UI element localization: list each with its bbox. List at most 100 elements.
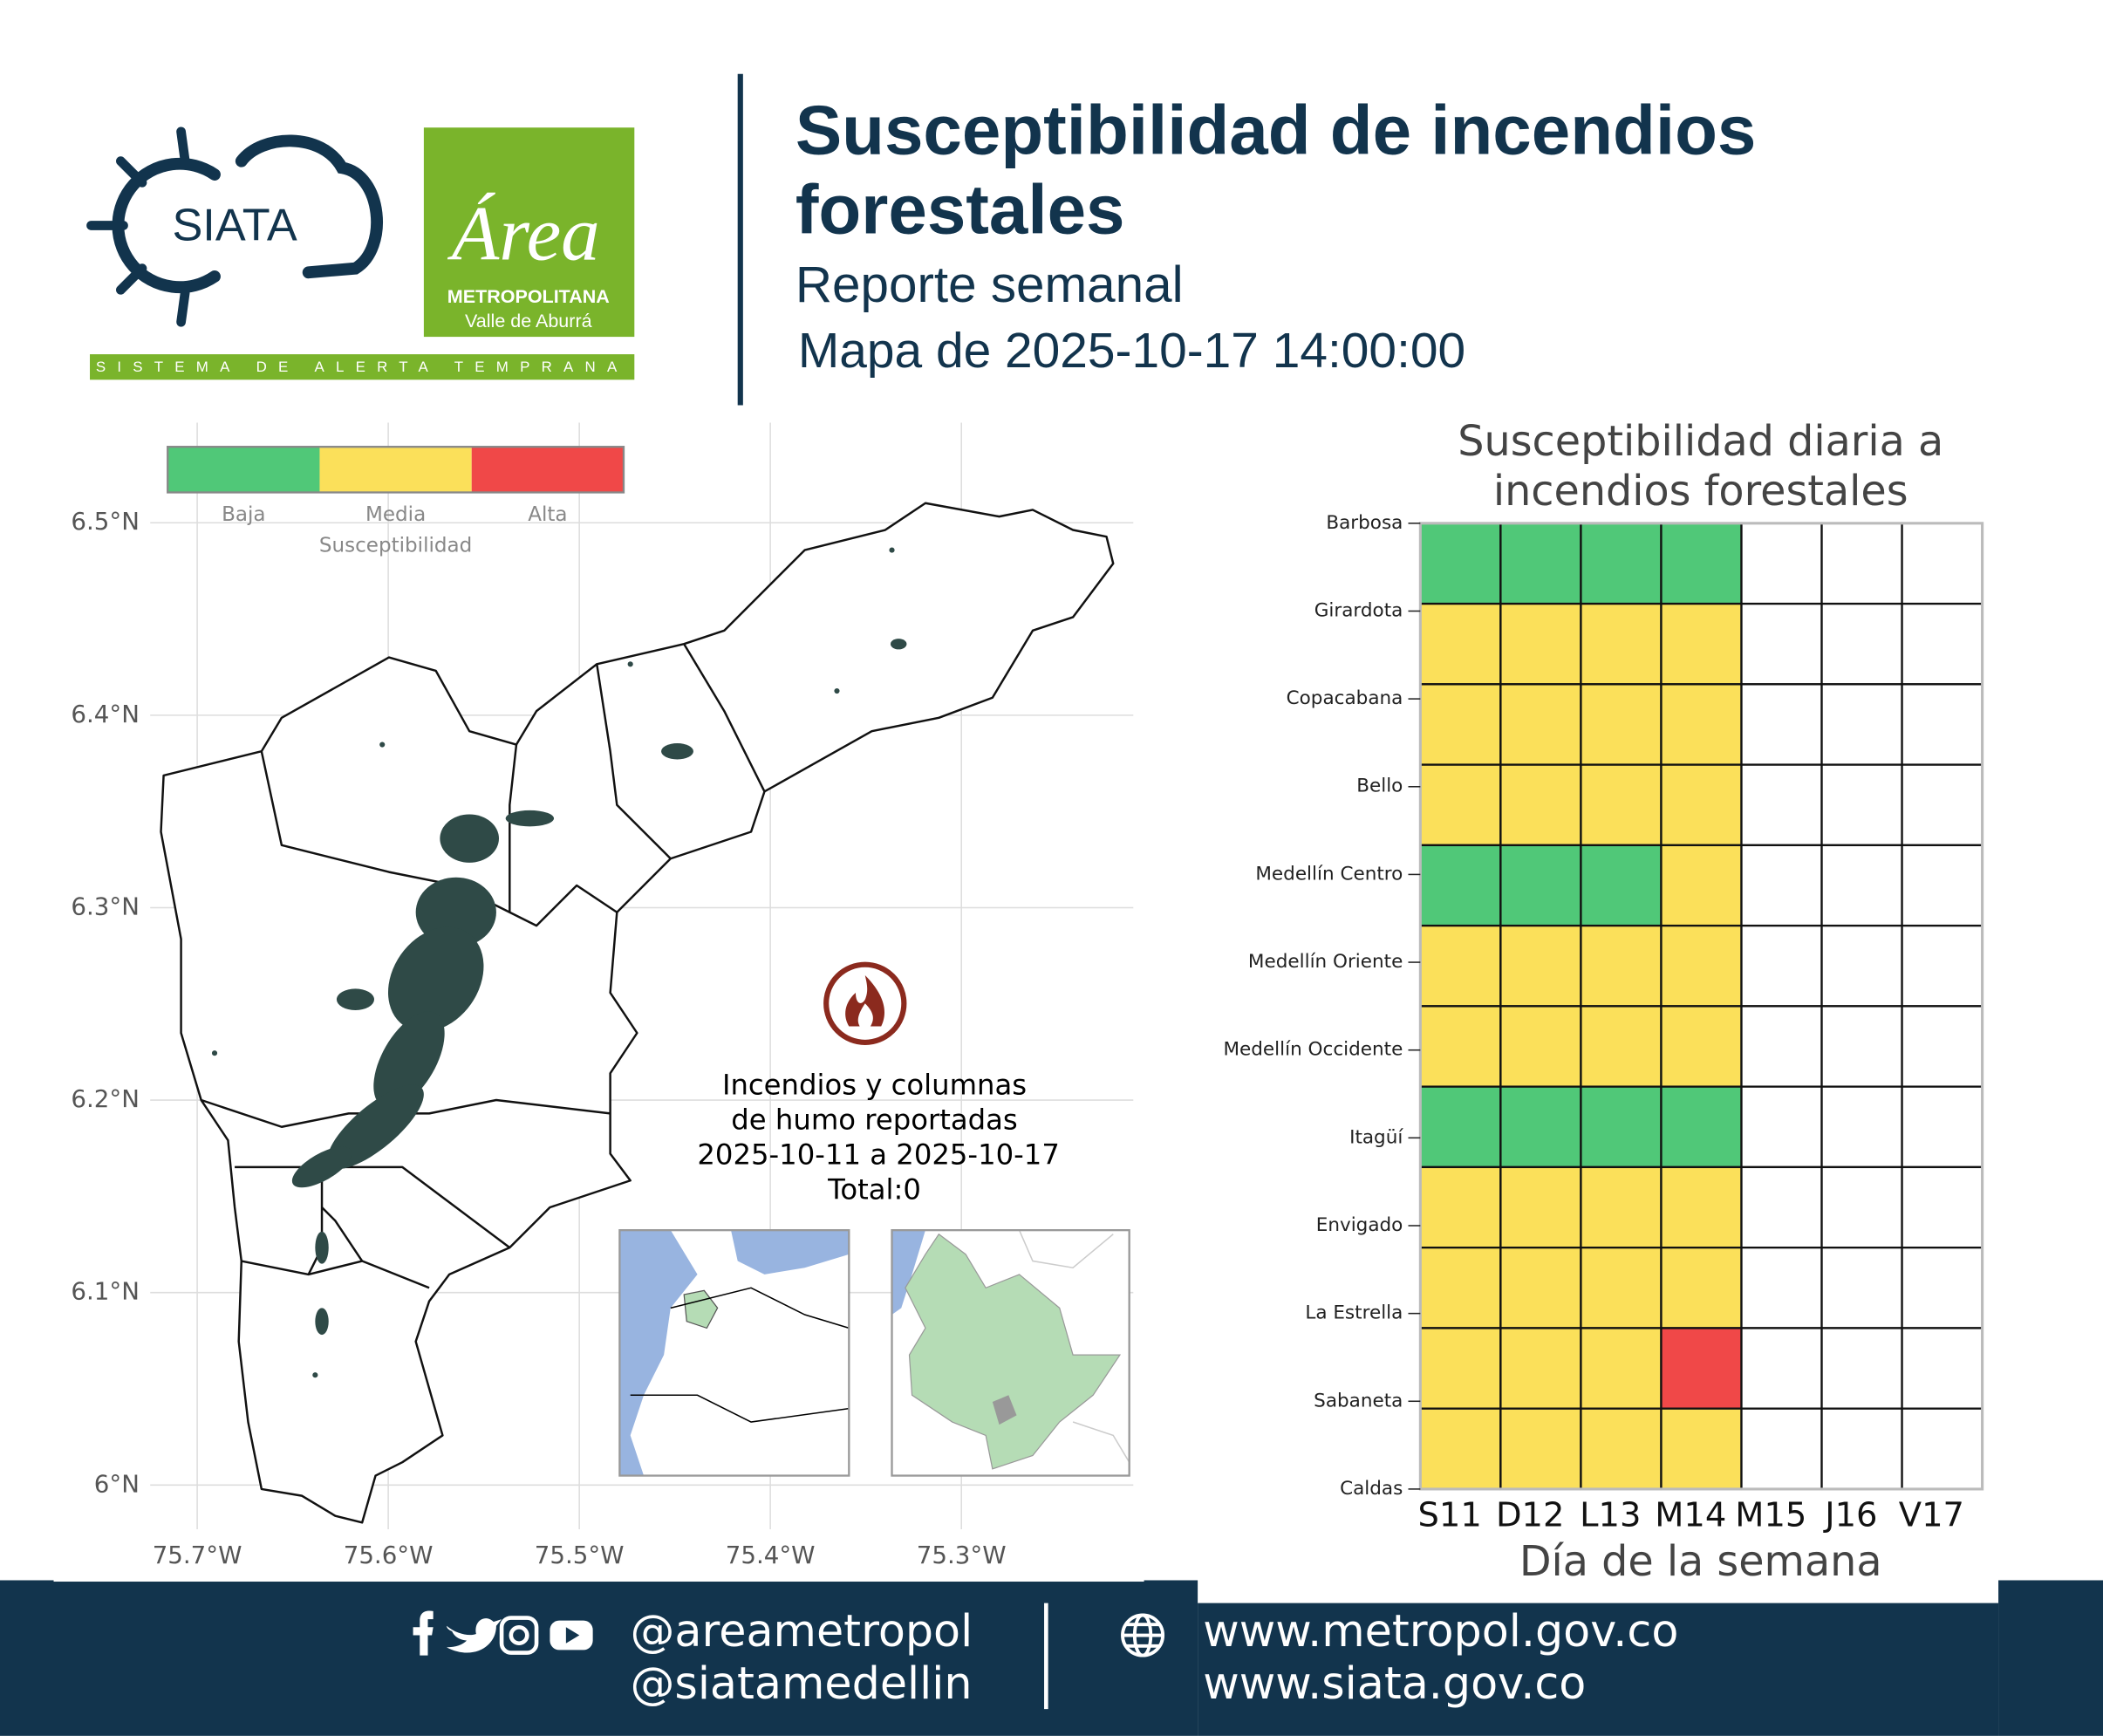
x-tick-label: D12 [1496, 1496, 1565, 1535]
heat-cell [1820, 844, 1903, 927]
heat-cell [1580, 1327, 1663, 1410]
social-handle: @areametropol [631, 1605, 973, 1657]
inset-region [891, 1230, 925, 1316]
globe-icon [1121, 1613, 1165, 1657]
y-tick-label: 6.4°N [71, 700, 140, 728]
heat-cell [1820, 1085, 1903, 1169]
siata-logo [176, 287, 190, 327]
heat-cell [1419, 1005, 1502, 1088]
heat-cell [1740, 1165, 1823, 1249]
heat-cell [1660, 1165, 1743, 1249]
heat-cell [1901, 1246, 1984, 1329]
annotation-line: Incendios y columnas [722, 1069, 1027, 1102]
region-outline [509, 744, 518, 912]
heat-cell [1660, 1246, 1743, 1329]
siata-text: SIATA [172, 200, 297, 250]
heat-cell [1660, 1005, 1743, 1088]
y-tick-label: Itagüí [1349, 1126, 1403, 1148]
heat-cell [1419, 1246, 1502, 1329]
siata-logo [235, 134, 383, 279]
heat-cell [1901, 683, 1984, 766]
siata-logo [112, 157, 221, 294]
heatmap-title: incendios forestales [1493, 468, 1908, 516]
heatmap-title: Susceptibilidad diaria a [1458, 418, 1943, 466]
heat-cell [1740, 1327, 1823, 1410]
heat-cell [1419, 683, 1502, 766]
y-tick-label: Girardota [1314, 599, 1403, 621]
fire-icon [845, 975, 884, 1027]
legend-swatch [167, 447, 320, 493]
heat-cell [1660, 522, 1743, 605]
heat-cell [1740, 1246, 1823, 1329]
social-icons [499, 1616, 539, 1655]
heat-cell [1820, 763, 1903, 847]
heat-cell [1660, 1407, 1743, 1491]
heat-cell [1820, 1246, 1903, 1329]
heat-cell [1419, 763, 1502, 847]
area-logo [90, 354, 635, 380]
inset-region [905, 1233, 1122, 1470]
x-tick-label: V17 [1899, 1496, 1964, 1535]
x-tick-label: 75.7°W [153, 1541, 242, 1569]
heat-cell [1901, 1407, 1984, 1491]
inset-country [683, 1289, 719, 1329]
region-outline [241, 1260, 430, 1289]
x-tick-label: L13 [1580, 1496, 1641, 1535]
heat-cell [1580, 763, 1663, 847]
heat-cell [1901, 763, 1984, 847]
x-tick-label: S11 [1418, 1496, 1482, 1535]
siata-logo [176, 126, 190, 167]
vegetation-patches [327, 1084, 424, 1170]
y-tick-label: Medellín Centro [1255, 863, 1403, 885]
vegetation-patches [834, 687, 840, 694]
heat-frame [1418, 522, 1984, 1491]
vegetation-patches [505, 810, 555, 827]
title-line1: Susceptibilidad de incendios [795, 92, 1757, 169]
footer [0, 1580, 1198, 1736]
heat-cell [1740, 683, 1823, 766]
vegetation-patches [211, 1050, 218, 1056]
legend-swatch [319, 447, 472, 493]
vegetation-patches [315, 1231, 329, 1264]
legend-frame [167, 446, 625, 494]
heat-cell [1740, 1407, 1823, 1491]
heat-cell [1820, 1005, 1903, 1088]
y-tick-label: Copacabana [1287, 687, 1403, 709]
heat-cell [1419, 844, 1502, 927]
y-tick-label: Bello [1356, 776, 1403, 797]
x-tick-label: 75.3°W [917, 1541, 1007, 1569]
vegetation-patches [312, 1372, 318, 1378]
social-icons [413, 1610, 593, 1656]
map-date: Mapa de 2025-10-17 14:00:00 [798, 323, 1465, 379]
heat-cell [1499, 522, 1582, 605]
heat-cell [1660, 763, 1743, 847]
heat-cell [1580, 602, 1663, 686]
heat-cell [1580, 522, 1663, 605]
fire-icon [857, 1003, 873, 1027]
heat-cell [1901, 1005, 1984, 1088]
heat-cell [1580, 924, 1663, 1008]
heat-cell [1499, 1005, 1582, 1088]
subtitle: Reporte semanal [795, 256, 1184, 313]
inset-country [618, 1229, 850, 1477]
vegetation-patches [379, 742, 386, 748]
map-panel-edge [53, 1577, 1144, 1582]
y-tick-label: Medellín Occidente [1223, 1039, 1403, 1061]
area-line1: METROPOLITANA [447, 286, 610, 307]
region-outline [321, 1206, 364, 1262]
heat-cell [1499, 602, 1582, 686]
heat-cell [1901, 522, 1984, 605]
heat-cell [1580, 844, 1663, 927]
heat-cell [1580, 1085, 1663, 1169]
heat-cell [1820, 1407, 1903, 1491]
heat-cell [1419, 1085, 1502, 1169]
heatmap: Barbosa Girardota Copacabana Bello Medellín … [1223, 512, 1984, 1535]
inset-country [630, 1394, 850, 1423]
x-tick-label: M14 [1655, 1496, 1726, 1535]
social-handle: @siatamedellin [631, 1657, 973, 1709]
legend-title: Susceptibilidad [319, 534, 472, 557]
region-outline [683, 643, 766, 792]
heat-cell [1740, 1005, 1823, 1088]
heat-cell [1580, 1246, 1663, 1329]
